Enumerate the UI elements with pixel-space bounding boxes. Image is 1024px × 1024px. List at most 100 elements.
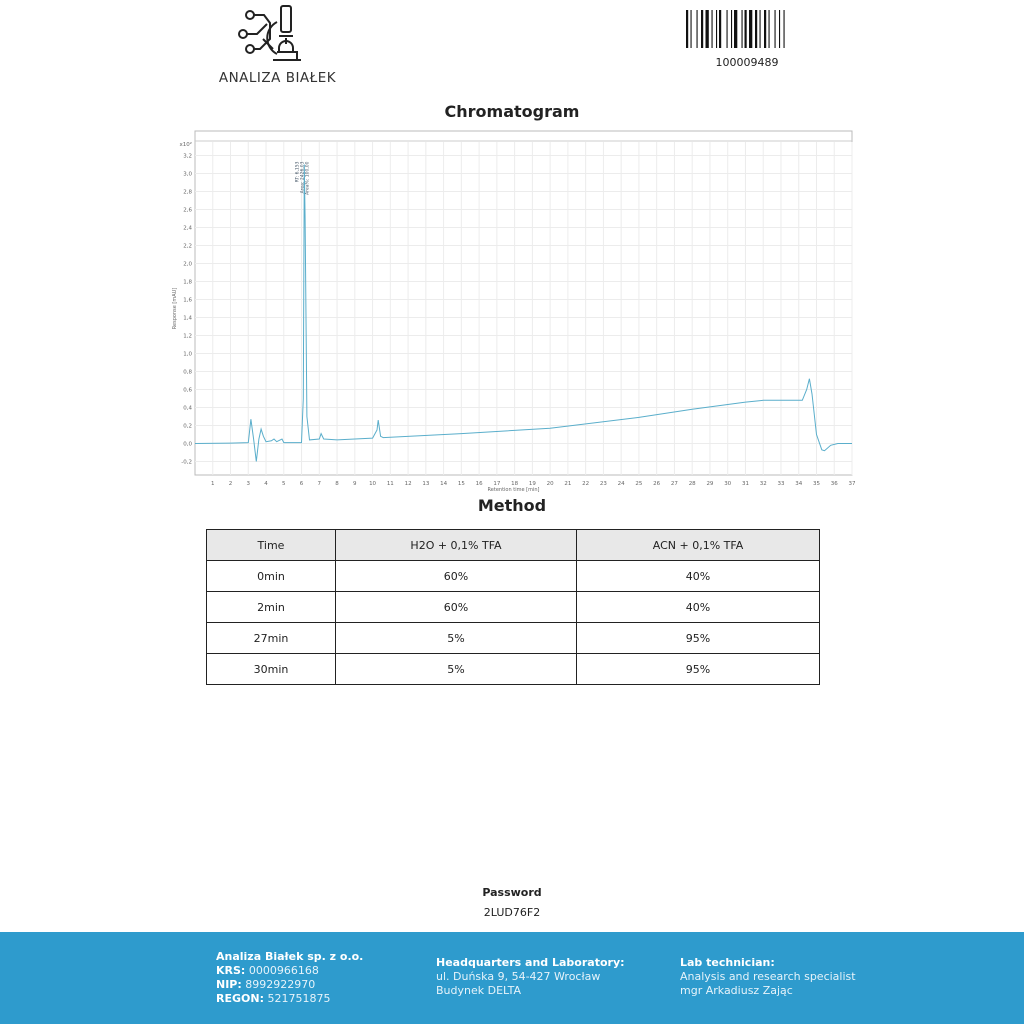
x-tick-label: 8 [335, 481, 339, 487]
x-tick-label: 20 [547, 481, 554, 487]
x-tick-label: 34 [795, 481, 802, 487]
y-tick-label: 1,6 [183, 298, 192, 304]
company-logo: ANALIZA BIAŁEK [215, 2, 340, 86]
plot-frame [194, 130, 853, 476]
table-row: 0min 60% 40% [206, 560, 820, 592]
password-label: Password [482, 886, 542, 899]
barcode-bar [768, 10, 770, 48]
x-tick-label: 36 [831, 481, 838, 487]
company-name: Analiza Białek sp. z o.o. [216, 950, 364, 963]
y-multiplier: x10² [180, 141, 192, 148]
cell: 27min [206, 622, 336, 654]
footer: Analiza Białek sp. z o.o. KRS: 000096616… [0, 932, 1024, 1024]
x-tick-label: 21 [564, 481, 571, 487]
x-tick-label: 29 [706, 481, 713, 487]
table-row: 27min 5% 95% [206, 622, 820, 654]
x-tick-label: 3 [247, 481, 251, 487]
tech-name: mgr Arkadiusz Zając [680, 984, 793, 997]
x-tick-label: 9 [353, 481, 357, 487]
x-tick-label: 28 [689, 481, 696, 487]
x-tick-label: 18 [511, 481, 518, 487]
cell: 95% [576, 622, 820, 654]
y-tick-label: 1,4 [183, 316, 192, 322]
y-tick-label: 1,0 [183, 352, 192, 358]
method-table: Time H2O + 0,1% TFA ACN + 0,1% TFA 0min 6… [206, 529, 820, 685]
y-tick-label: 2,0 [183, 262, 192, 268]
barcode-bar [774, 10, 776, 48]
table-header-row: Time H2O + 0,1% TFA ACN + 0,1% TFA [206, 529, 820, 561]
peak-annotation: RT: 6,153 [294, 161, 300, 182]
method-title: Method [477, 496, 547, 515]
x-tick-label: 30 [724, 481, 731, 487]
chromatogram-trace [194, 164, 852, 462]
password-value: 2LUD76F2 [483, 906, 541, 919]
logo-text: ANALIZA BIAŁEK [218, 70, 337, 86]
barcode-bar [731, 10, 733, 48]
barcode-bar [764, 10, 767, 48]
barcode-bar [749, 10, 753, 48]
barcode-number: 100009489 [715, 56, 779, 69]
barcode-bar [726, 10, 728, 48]
y-tick-label: 3,2 [183, 154, 192, 160]
cell: 30min [206, 653, 336, 685]
header-time: Time [206, 529, 336, 561]
krs-label: KRS: [216, 964, 246, 977]
barcode-bar [716, 10, 718, 48]
barcode-bar [741, 10, 743, 48]
y-tick-label: 0,0 [183, 442, 192, 448]
x-tick-label: 22 [582, 481, 589, 487]
x-tick-label: 27 [671, 481, 678, 487]
x-tick-label: 13 [422, 481, 429, 487]
barcode-bar [734, 10, 738, 48]
header-h2o: H2O + 0,1% TFA [335, 529, 577, 561]
x-tick-label: 37 [849, 481, 856, 487]
x-tick-label: 12 [405, 481, 412, 487]
nip-value: 8992922970 [245, 978, 316, 991]
x-tick-label: 33 [777, 481, 784, 487]
peak-annotation: Area%: 100,00 [304, 161, 310, 194]
y-tick-label: 2,8 [183, 190, 192, 196]
x-tick-label: 11 [387, 481, 394, 487]
y-tick-label: 2,4 [183, 226, 192, 232]
y-tick-label: 2,2 [183, 244, 192, 250]
y-tick-label: 2,6 [183, 208, 192, 214]
y-tick-label: 0,6 [183, 388, 192, 394]
y-tick-label: 0,8 [183, 370, 192, 376]
cell: 60% [335, 560, 577, 592]
hq-building: Budynek DELTA [436, 984, 522, 997]
x-tick-label: 19 [529, 481, 536, 487]
tech-role: Analysis and research specialist [680, 970, 856, 983]
barcode-bar [783, 10, 785, 48]
cell: 5% [335, 653, 577, 685]
x-tick-label: 31 [742, 481, 749, 487]
x-tick-label: 26 [653, 481, 660, 487]
x-tick-label: 15 [458, 481, 465, 487]
y-tick-label: 1,8 [183, 280, 192, 286]
cell: 2min [206, 591, 336, 623]
barcode-bar [686, 10, 689, 48]
x-tick-label: 7 [318, 481, 322, 487]
x-tick-label: 16 [476, 481, 483, 487]
x-tick-label: 32 [760, 481, 767, 487]
cell: 40% [576, 591, 820, 623]
x-axis-label: Retention time [min] [488, 487, 540, 493]
molecule-microscope-icon [237, 5, 301, 61]
tech-title: Lab technician: [680, 956, 775, 969]
hq-address: ul. Duńska 9, 54-427 Wrocław [436, 970, 601, 983]
x-tick-label: 14 [440, 481, 447, 487]
x-tick-label: 10 [369, 481, 376, 487]
x-tick-label: 25 [635, 481, 642, 487]
nip-label: NIP: [216, 978, 242, 991]
y-tick-label: -0,2 [181, 460, 192, 466]
table-row: 30min 5% 95% [206, 653, 820, 685]
x-tick-label: 35 [813, 481, 820, 487]
y-tick-label: 1,2 [183, 334, 192, 340]
y-tick-label: 3,0 [183, 172, 192, 178]
x-tick-label: 5 [282, 481, 286, 487]
x-tick-label: 17 [493, 481, 500, 487]
header-acn: ACN + 0,1% TFA [576, 529, 820, 561]
peak-annotation: Area: 2426,03 [299, 161, 305, 193]
cell: 0min [206, 560, 336, 592]
barcode-bar [705, 10, 709, 48]
cell: 40% [576, 560, 820, 592]
